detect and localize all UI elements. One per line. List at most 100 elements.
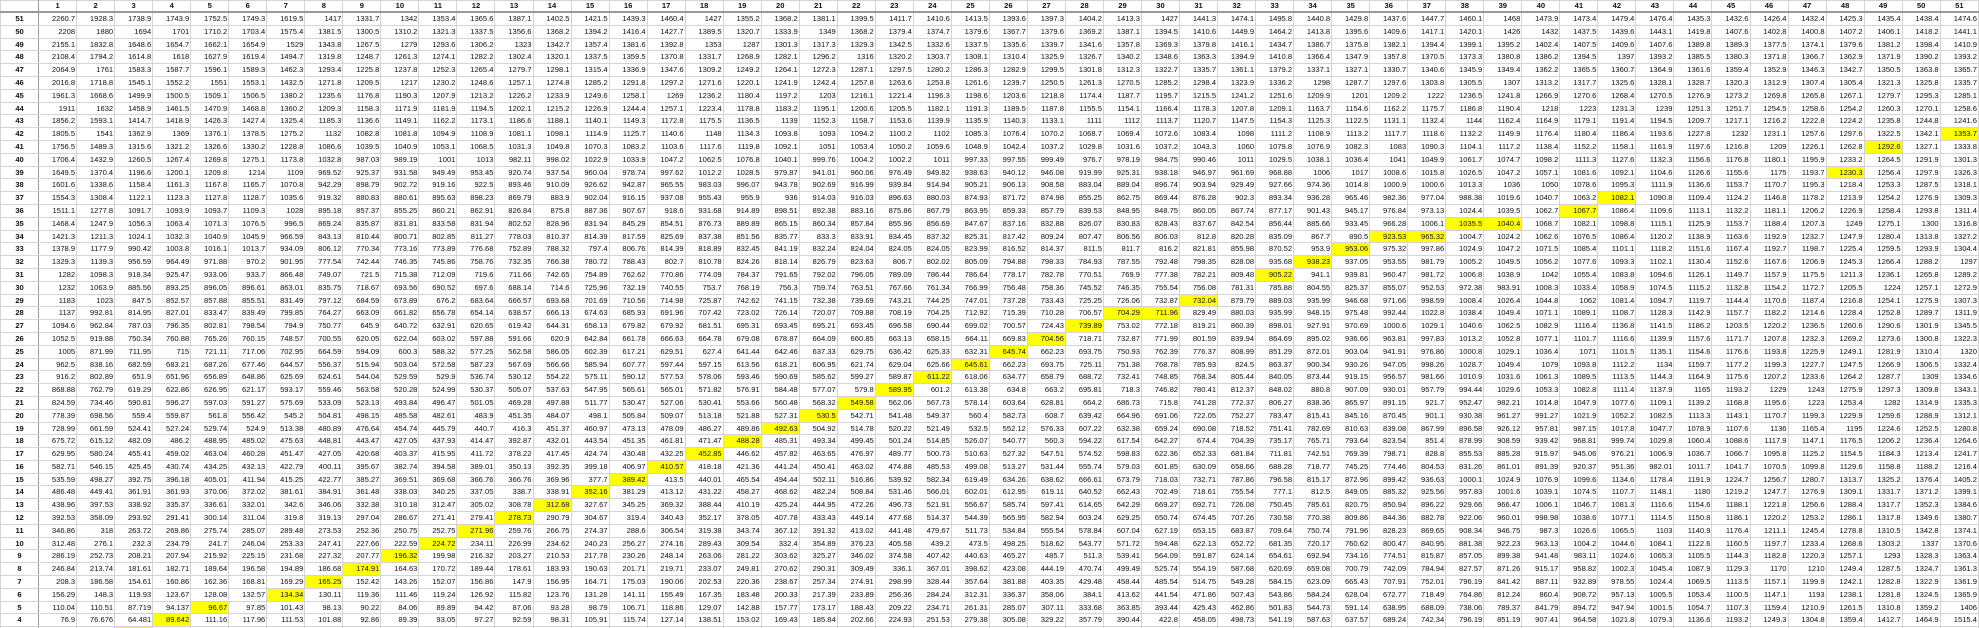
cell[interactable]: 903.04 (1331, 344, 1371, 359)
cell[interactable]: 625.66 (912, 357, 952, 372)
cell[interactable]: 1093.9 (152, 203, 192, 218)
cell[interactable]: 892.38 (798, 203, 838, 218)
cell[interactable]: 881.38 (1445, 536, 1485, 551)
cell[interactable]: 448.81 (304, 434, 344, 449)
cell[interactable]: 1252.8 (1863, 306, 1903, 321)
cell[interactable]: 413.62 (1102, 587, 1143, 602)
cell[interactable]: 350.13 (494, 459, 534, 474)
cell[interactable]: 642.29 (1102, 498, 1143, 513)
cell[interactable]: 544.39 (950, 511, 990, 525)
cell[interactable]: 811.5 (1064, 242, 1104, 257)
cell[interactable]: 1253.8 (912, 75, 952, 90)
cell[interactable]: 1160.5 (1711, 536, 1751, 551)
cell[interactable]: 1029.1 (1407, 319, 1447, 333)
cell[interactable]: 982.01 (1635, 459, 1675, 474)
cell[interactable]: 1421.5 (570, 11, 610, 26)
cell[interactable]: 1380.8 (1483, 50, 1523, 65)
cell[interactable]: 181.61 (114, 562, 154, 577)
cell[interactable]: 1260.6 (1825, 319, 1865, 333)
cell[interactable]: 760.62 (1331, 536, 1371, 551)
cell[interactable]: 424.74 (570, 447, 610, 461)
cell[interactable]: 754.89 (570, 267, 610, 282)
cell[interactable]: 777.54 (304, 255, 344, 269)
cell[interactable]: 1515.4 (1939, 613, 1979, 628)
cell[interactable]: 252.73 (76, 549, 116, 564)
cell[interactable]: 405.01 (190, 472, 230, 487)
cell[interactable]: 1068.7 (1521, 216, 1561, 231)
cell[interactable]: 961.69 (1217, 165, 1257, 180)
cell[interactable]: 1381.5 (304, 24, 344, 39)
cell[interactable]: 1180.4 (1559, 127, 1599, 141)
cell[interactable]: 1082.1 (1597, 191, 1637, 205)
cell[interactable]: 300.14 (190, 511, 230, 525)
cell[interactable]: 169.43 (760, 613, 800, 628)
cell[interactable]: 1282 (1863, 395, 1903, 410)
cell[interactable]: 1328.7 (1673, 75, 1713, 90)
cell[interactable]: 620.69 (1255, 562, 1295, 577)
cell[interactable]: 1318.1 (1939, 178, 1979, 193)
cell[interactable]: 820.75 (1331, 498, 1371, 513)
cell[interactable]: 1176.8 (1711, 152, 1751, 167)
cell[interactable]: 134.34 (266, 587, 306, 602)
cell[interactable]: 618.21 (760, 357, 800, 372)
cell[interactable]: 1373.3 (1445, 50, 1485, 65)
cell[interactable]: 784.93 (1064, 255, 1104, 269)
cell[interactable]: 922.5 (456, 178, 496, 193)
cell[interactable]: 1123.3 (152, 191, 192, 205)
cell[interactable]: 1047.9 (1559, 395, 1599, 410)
cell[interactable]: 782.78 (1026, 267, 1066, 282)
cell[interactable]: 485.53 (912, 459, 952, 474)
cell[interactable]: 1381.1 (798, 11, 838, 26)
cell[interactable]: 1363.8 (1901, 63, 1941, 77)
cell[interactable]: 621.74 (836, 357, 876, 372)
cell[interactable]: 1380.3 (1711, 50, 1751, 65)
cell[interactable]: 1427 (1140, 11, 1181, 26)
cell[interactable]: 1297 (1939, 255, 1979, 269)
cell[interactable]: 1348.6 (1140, 50, 1181, 65)
cell[interactable]: 1310.8 (1863, 600, 1903, 615)
cell[interactable]: 1136.5 (722, 114, 762, 129)
cell[interactable]: 1000.9 (1369, 178, 1409, 193)
cell[interactable]: 141.11 (608, 587, 648, 602)
cell[interactable]: 1379.8 (1179, 37, 1219, 52)
cell[interactable]: 1303.7 (912, 50, 952, 65)
cell[interactable]: 955.9 (722, 191, 762, 205)
cell[interactable]: 602.01 (950, 485, 990, 500)
cell[interactable]: 978.74 (608, 165, 648, 180)
cell[interactable]: 863.95 (950, 203, 990, 218)
cell[interactable]: 556.42 (228, 408, 268, 423)
cell[interactable]: 800.71 (380, 229, 420, 244)
cell[interactable]: 769.39 (1331, 447, 1371, 461)
cell[interactable]: 1254.1 (1863, 293, 1903, 308)
cell[interactable]: 1172.7 (1787, 280, 1827, 295)
cell[interactable]: 1265.8 (1901, 267, 1941, 282)
cell[interactable]: 1154.2 (1749, 280, 1789, 295)
cell[interactable]: 525.74 (1140, 562, 1181, 577)
cell[interactable]: 652.33 (1179, 447, 1219, 461)
cell[interactable]: 444.19 (1026, 562, 1066, 577)
cell[interactable]: 1301.9 (1901, 319, 1941, 333)
cell[interactable]: 854.51 (646, 216, 686, 231)
row-header[interactable]: 19 (0, 421, 40, 436)
cell[interactable]: 432.13 (228, 459, 268, 474)
cell[interactable]: 1257.1 (646, 101, 686, 116)
cell[interactable]: 482.24 (798, 485, 838, 500)
cell[interactable]: 234.62 (532, 536, 572, 551)
cell[interactable]: 319.13 (304, 511, 344, 525)
cell[interactable]: 704.29 (1102, 306, 1143, 321)
cell[interactable]: 1063.2 (1559, 191, 1599, 205)
cell[interactable]: 714.98 (646, 293, 686, 308)
cell[interactable]: 823.63 (836, 255, 876, 269)
cell[interactable]: 465.54 (722, 472, 762, 487)
cell[interactable]: 1109.1 (1635, 395, 1675, 410)
cell[interactable]: 1355.2 (722, 11, 762, 26)
cell[interactable]: 998.98 (1521, 511, 1561, 525)
cell[interactable]: 1060.4 (1673, 434, 1713, 449)
cell[interactable]: 1111.9 (1635, 178, 1675, 193)
cell[interactable]: 444.95 (798, 498, 838, 513)
cell[interactable]: 726.14 (760, 306, 800, 321)
cell[interactable]: 443.54 (570, 434, 610, 449)
cell[interactable]: 1195.1 (798, 101, 838, 116)
cell[interactable]: 591.87 (1179, 549, 1219, 564)
cell[interactable]: 196.58 (228, 562, 268, 577)
